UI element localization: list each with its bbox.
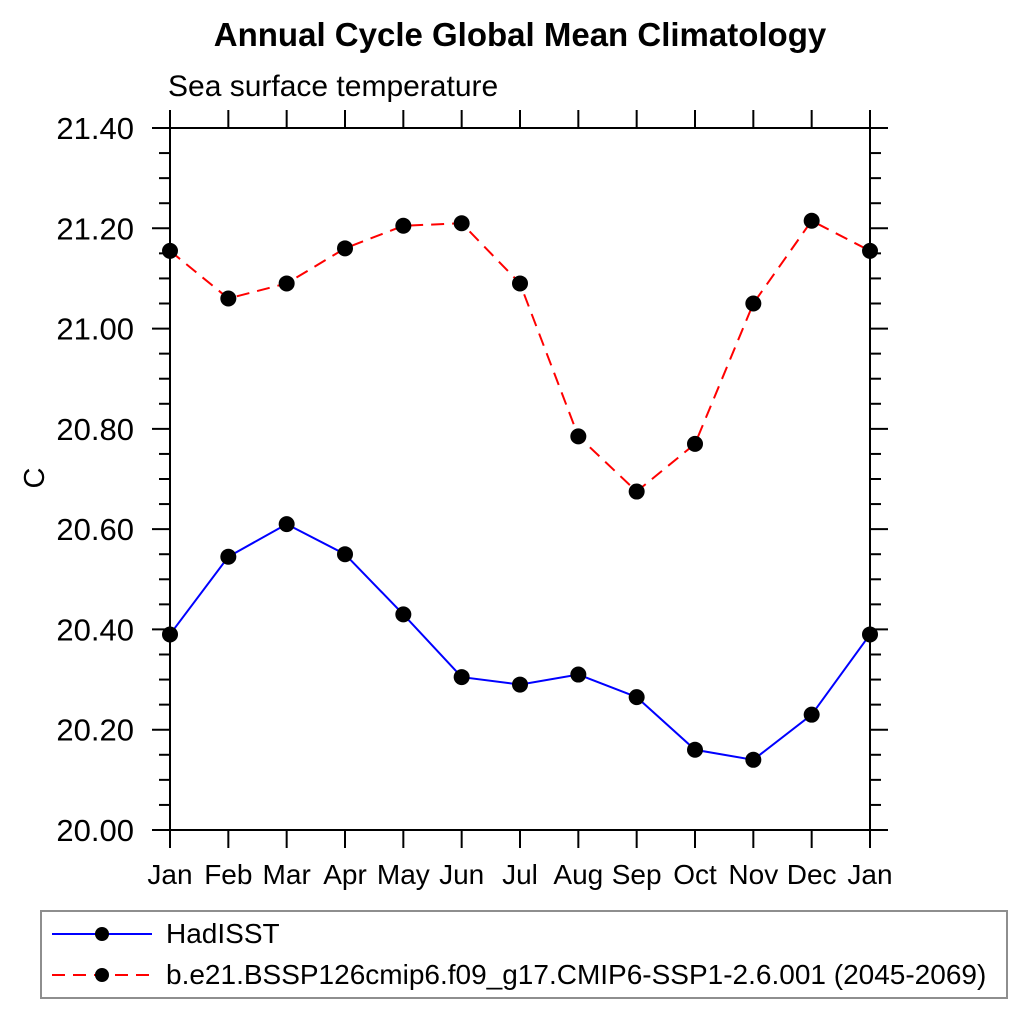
x-tick-label: Nov	[728, 859, 778, 890]
data-point-marker	[862, 242, 878, 259]
data-point-marker	[570, 428, 587, 445]
x-tick-label: Mar	[263, 859, 311, 890]
data-point-marker	[745, 295, 762, 312]
data-point-marker	[628, 689, 645, 706]
y-tick-label: 21.20	[56, 211, 134, 246]
x-tick-label: Apr	[323, 859, 367, 890]
y-tick-label: 20.80	[56, 412, 134, 447]
y-tick-label: 20.00	[56, 813, 134, 848]
data-point-marker	[512, 275, 528, 292]
data-point-marker	[220, 290, 237, 307]
axis-frame	[169, 127, 871, 831]
data-point-marker	[162, 626, 178, 643]
data-point-marker	[453, 669, 470, 686]
x-tick-label: Feb	[204, 859, 252, 890]
data-point-marker	[395, 217, 412, 234]
legend-sample-marker	[95, 927, 109, 942]
legend-line-sample-dashed-red	[52, 967, 152, 982]
legend-label-model: b.e21.BSSP126cmip6.f09_g17.CMIP6-SSP1-2.…	[166, 958, 987, 990]
x-tick-label: Sep	[612, 859, 662, 890]
x-tick-label: Oct	[673, 859, 717, 890]
data-point-marker	[862, 626, 878, 643]
x-tick-label: Dec	[787, 859, 837, 890]
legend-entry-hadisst: HadISST	[48, 914, 1002, 955]
series-line-hadisst	[169, 522, 871, 761]
data-point-marker	[337, 546, 353, 563]
data-point-marker	[687, 435, 703, 452]
x-tick-label: Jun	[439, 859, 484, 890]
x-tick-label: May	[377, 859, 430, 890]
chart-title: Annual Cycle Global Mean Climatology	[213, 16, 827, 53]
x-tick-label: Jan	[847, 859, 892, 890]
y-tick-label: 20.60	[56, 512, 134, 547]
data-point-marker	[687, 741, 703, 758]
data-point-marker	[162, 242, 178, 259]
data-point-marker	[745, 751, 762, 768]
data-point-marker	[628, 483, 645, 500]
x-tick-label: Jan	[147, 859, 192, 890]
legend-box: HadISST b.e21.BSSP126cmip6.f09_g17.CMIP6…	[40, 910, 1008, 999]
data-point-marker	[278, 516, 295, 533]
chart-subtitle: Sea surface temperature	[168, 70, 499, 103]
y-tick-label: 20.20	[56, 713, 134, 748]
series-line-model	[169, 219, 871, 493]
y-tick-label: 21.00	[56, 312, 134, 347]
x-tick-label: Jul	[502, 859, 538, 890]
y-tick-label: 20.40	[56, 612, 134, 647]
data-point-marker	[803, 212, 820, 229]
data-point-marker	[512, 676, 528, 693]
data-point-marker	[337, 240, 353, 257]
legend-entry-model: b.e21.BSSP126cmip6.f09_g17.CMIP6-SSP1-2.…	[48, 955, 1002, 996]
data-point-marker	[570, 666, 587, 683]
legend-line-sample-solid-blue	[52, 927, 152, 942]
legend-label-hadisst: HadISST	[166, 918, 280, 950]
data-point-marker	[278, 275, 295, 292]
data-point-marker	[803, 706, 820, 723]
x-tick-label: Aug	[553, 859, 603, 890]
legend-sample-marker	[95, 967, 109, 982]
data-point-marker	[220, 548, 237, 565]
data-point-marker	[453, 215, 470, 232]
data-point-marker	[395, 606, 412, 623]
y-tick-label: 21.40	[56, 111, 134, 146]
